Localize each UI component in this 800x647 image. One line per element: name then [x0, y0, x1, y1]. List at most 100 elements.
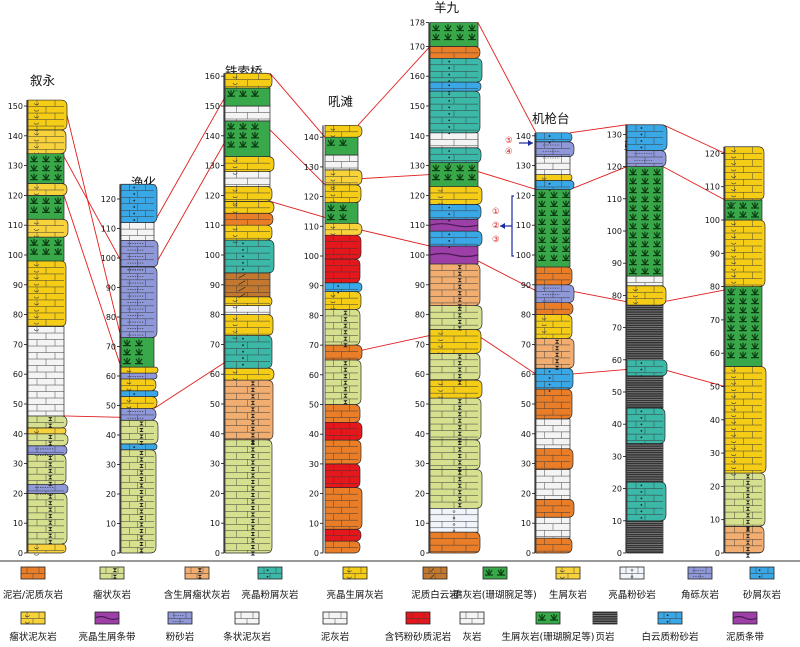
grain-mark [448, 206, 451, 209]
nodule-mark [112, 574, 118, 579]
lithology-unit [429, 245, 479, 265]
axis-tick-label: 100 [607, 227, 622, 236]
axis-tick-label: 90 [210, 281, 220, 290]
bioclast-mark [232, 371, 238, 374]
arrow-head [528, 140, 533, 146]
grain-mark [448, 125, 451, 128]
axis-tick-label: 100 [516, 251, 531, 260]
nodule-mark [343, 380, 348, 385]
nodule-mark [250, 387, 256, 392]
bioclast-mark [330, 186, 336, 188]
coral-mark [468, 173, 476, 181]
legend-label: 亮晶生屑条带 [78, 631, 136, 643]
lithology-unit [535, 418, 571, 450]
bioclast-mark [438, 202, 443, 205]
lithology-bed [626, 375, 664, 409]
axis-tick-label: 60 [612, 356, 622, 365]
grain-mark [133, 193, 136, 195]
grain-mark [448, 150, 451, 152]
legend-swatch [732, 611, 758, 625]
lithology-unit [120, 408, 157, 421]
bioclast-mark [731, 408, 736, 411]
lithology-unit [429, 397, 482, 443]
grain-mark [337, 285, 340, 287]
correlation-line [153, 361, 226, 409]
bioclast-mark [330, 128, 336, 131]
axis-tick-label: 80 [210, 311, 220, 320]
lithology-unit [626, 285, 667, 306]
lithology-unit [224, 186, 273, 205]
bioclast-mark [34, 235, 39, 238]
axis-tick-label: 140 [410, 132, 425, 141]
axis-tick-label: 40 [521, 430, 531, 439]
lithology-bed [120, 419, 159, 445]
grain-mark [448, 60, 451, 63]
bioclast-mark [232, 196, 238, 198]
axis-tick-label: 0 [111, 549, 116, 558]
grain-mark [448, 163, 451, 165]
axis-tick-label: 120 [304, 193, 319, 202]
legend-label: 生屑灰岩 [549, 589, 587, 601]
axis-tick-label: 40 [13, 430, 23, 439]
axis-tick-label: 100 [304, 252, 319, 261]
lithology-bed [429, 81, 482, 92]
axis-tick-label: 70 [210, 340, 220, 349]
coral-mark [327, 213, 335, 221]
lithology-unit [429, 230, 483, 249]
coral-mark [456, 33, 464, 41]
coral-mark [239, 90, 247, 97]
coral-mark [629, 204, 637, 212]
dolomite-mark [238, 280, 246, 285]
coral-mark [538, 227, 546, 235]
bioclast-mark [731, 162, 736, 165]
lithology-bed [120, 372, 158, 380]
grain-mark [448, 91, 451, 93]
nodule-mark [457, 297, 462, 302]
axis-tick-label: 178 [410, 19, 425, 28]
axis-tick-label: 0 [18, 549, 23, 558]
axis-tick-label: 170 [410, 42, 425, 51]
axis-tick-label: 50 [710, 383, 720, 392]
lithology-unit [535, 266, 573, 286]
nodule-mark [457, 412, 462, 417]
lithology-unit [429, 57, 483, 83]
coral-mark [432, 164, 440, 172]
coral-mark [562, 245, 570, 253]
grain-mark [242, 261, 244, 264]
bioclast-mark [34, 309, 39, 312]
nodule-mark [48, 475, 53, 480]
nodule-mark [745, 534, 751, 539]
lithology-unit [224, 120, 271, 158]
coral-mark [629, 240, 637, 248]
lithology-unit [429, 507, 479, 533]
coral-mark [550, 218, 558, 226]
legend-swatch [405, 611, 431, 625]
arrow-head [500, 223, 505, 229]
lithology-unit [324, 136, 359, 156]
coral-mark [751, 202, 759, 209]
coral-mark [227, 131, 235, 139]
lithology-unit [429, 90, 481, 135]
axis-tick-label: 120 [705, 149, 720, 158]
coral-mark [727, 288, 735, 296]
lithology-bed [224, 186, 273, 202]
lithology-bed [429, 531, 481, 554]
bioclast-mark [438, 383, 443, 386]
lithology-unit [429, 22, 479, 47]
coral-mark [727, 324, 735, 332]
axis-tick-label: 60 [710, 349, 720, 358]
lithology-unit [429, 531, 481, 554]
lithology-bed [27, 129, 67, 155]
coral-mark [444, 24, 452, 32]
correlation-line [569, 369, 628, 375]
coral-mark [562, 227, 570, 235]
grain-mark [133, 186, 136, 189]
axis-tick-label: 130 [205, 162, 220, 171]
nodule-mark [48, 417, 53, 422]
lithology-unit [724, 286, 763, 367]
legend-swatch [342, 566, 368, 580]
nodule-mark [343, 323, 348, 328]
nodule-mark [139, 490, 144, 494]
lithology-unit [535, 314, 573, 340]
nodule-mark [457, 405, 462, 410]
